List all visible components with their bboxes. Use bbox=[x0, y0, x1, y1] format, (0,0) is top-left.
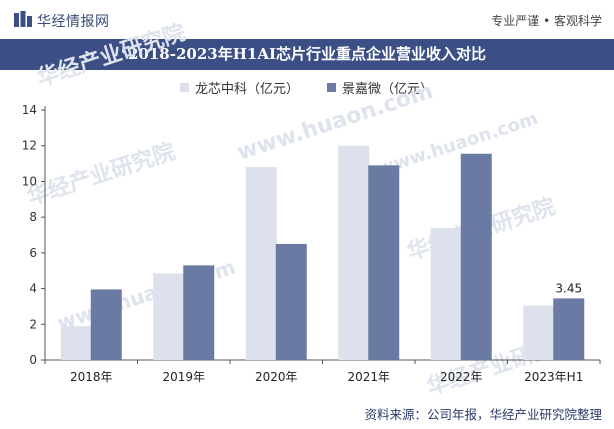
brand-logo-icon bbox=[14, 11, 32, 27]
y-tick-label: 10 bbox=[22, 174, 37, 188]
legend-swatch-series-1 bbox=[180, 83, 189, 92]
bar-series-1 bbox=[430, 227, 462, 360]
legend: 龙芯中科（亿元） 景嘉微（亿元） bbox=[180, 78, 461, 97]
legend-label-series-2: 景嘉微（亿元） bbox=[342, 82, 434, 97]
x-tick-label: 2022年 bbox=[440, 370, 483, 384]
labels: 3.45 bbox=[555, 281, 582, 295]
bar-series-1 bbox=[153, 273, 185, 360]
x-tick-label: 2021年 bbox=[347, 370, 390, 384]
brand-name: 华经情报网 bbox=[37, 14, 110, 30]
legend-item-series-1: 龙芯中科（亿元） bbox=[180, 78, 299, 97]
bar-series-1 bbox=[523, 305, 555, 360]
bar-series-1 bbox=[245, 167, 277, 360]
axes: 0 2 4 6 8 10 12 14 2018年 2019年 2020年 2021年 2022年 2023… bbox=[22, 103, 601, 384]
bar-series-1 bbox=[60, 326, 92, 360]
bar-series-2 bbox=[460, 153, 492, 360]
legend-item-series-2: 景嘉微（亿元） bbox=[327, 78, 433, 97]
y-tick-label: 8 bbox=[29, 210, 37, 224]
bar-series-2 bbox=[275, 243, 307, 360]
y-tick-label: 12 bbox=[22, 139, 37, 153]
watermark-text: 华经产业研究院 bbox=[34, 19, 189, 91]
bar-series-2 bbox=[90, 289, 122, 360]
watermark-text: 华经产业研究院 bbox=[24, 138, 179, 210]
bar-series-2 bbox=[553, 298, 585, 360]
bar-series-2 bbox=[183, 265, 215, 360]
x-tick-label: 2023年H1 bbox=[524, 370, 583, 384]
watermark-text: www.huaon.com bbox=[375, 108, 540, 180]
y-tick-label: 14 bbox=[22, 103, 37, 117]
top-bar: 华经情报网 专业严谨 • 客观科学 bbox=[0, 0, 614, 40]
data-label: 3.45 bbox=[555, 281, 582, 295]
y-tick-label: 4 bbox=[29, 282, 37, 296]
source-note: 资料来源：公司年报，华经产业研究院整理 bbox=[364, 407, 602, 422]
x-tick-label: 2018年 bbox=[70, 370, 113, 384]
x-tick-label: 2020年 bbox=[255, 370, 298, 384]
legend-label-series-1: 龙芯中科（亿元） bbox=[195, 82, 300, 97]
bars bbox=[60, 145, 585, 360]
bar-series-2 bbox=[368, 165, 400, 360]
y-tick-label: 6 bbox=[29, 246, 37, 260]
legend-swatch-series-2 bbox=[327, 83, 337, 92]
chart-title: 2018-2023年H1AI芯片行业重点企业营业收入对比 bbox=[128, 45, 486, 63]
y-tick-label: 2 bbox=[29, 317, 37, 331]
x-tick-label: 2019年 bbox=[162, 370, 205, 384]
brand-tagline: 专业严谨 • 客观科学 bbox=[491, 14, 602, 28]
title-band bbox=[0, 39, 614, 70]
bar-series-1 bbox=[338, 145, 370, 360]
y-tick-label: 0 bbox=[29, 353, 37, 367]
